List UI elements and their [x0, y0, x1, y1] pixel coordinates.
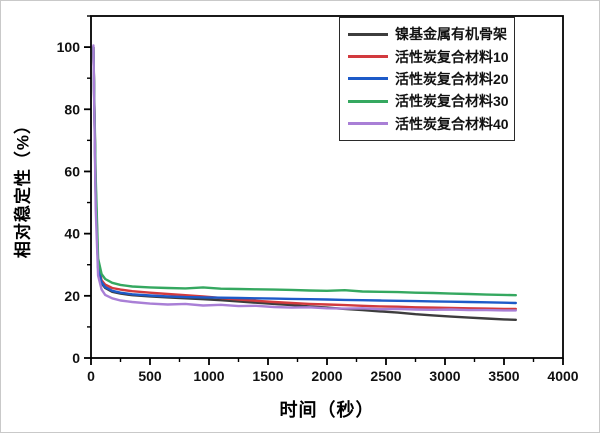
- y-tick-label: 80: [64, 101, 80, 117]
- legend-line-sample: [348, 55, 388, 59]
- legend-item-label: 镍基金属有机骨架: [395, 26, 507, 43]
- legend-item: 活性炭复合材料20: [348, 68, 514, 90]
- data-line: [92, 45, 517, 297]
- legend-item-label: 活性炭复合材料10: [395, 48, 509, 65]
- x-tick-label: 1000: [193, 368, 224, 384]
- legend-line-sample: [348, 122, 388, 126]
- x-tick-label: 4000: [547, 368, 578, 384]
- y-axis-label: 相对稳定性（%）: [13, 115, 33, 259]
- legend: 镍基金属有机骨架 活性炭复合材料10 活性炭复合材料20 活性炭复合材料30 活性炭复合…: [339, 17, 515, 141]
- legend-item: 活性炭复合材料40: [348, 113, 514, 135]
- data-line: [92, 45, 517, 311]
- x-axis-label: 时间（秒）: [279, 400, 375, 420]
- legend-line-sample: [348, 99, 388, 103]
- legend-item-label: 活性炭复合材料40: [395, 115, 509, 132]
- legend-item: 活性炭复合材料10: [348, 45, 514, 67]
- legend-item-label: 活性炭复合材料30: [395, 93, 509, 110]
- legend-line-sample: [348, 32, 388, 36]
- x-tick-label: 3500: [488, 368, 519, 384]
- x-tick-label: 2000: [311, 368, 342, 384]
- x-tick-label: 500: [138, 368, 162, 384]
- y-tick-label: 20: [64, 288, 80, 304]
- y-tick-label: 0: [72, 350, 80, 366]
- x-tick-label: 0: [87, 368, 95, 384]
- y-tick-label: 40: [64, 226, 80, 242]
- legend-item-label: 活性炭复合材料20: [395, 70, 509, 87]
- y-tick-label: 60: [64, 163, 80, 179]
- x-tick-label: 3000: [429, 368, 460, 384]
- x-tick-label: 1500: [252, 368, 283, 384]
- legend-line-sample: [348, 77, 388, 81]
- data-line: [92, 44, 517, 312]
- y-tick-label: 100: [57, 39, 81, 55]
- data-line: [92, 45, 517, 305]
- x-tick-label: 2500: [370, 368, 401, 384]
- legend-item: 活性炭复合材料30: [348, 90, 514, 112]
- legend-item: 镍基金属有机骨架: [348, 23, 514, 45]
